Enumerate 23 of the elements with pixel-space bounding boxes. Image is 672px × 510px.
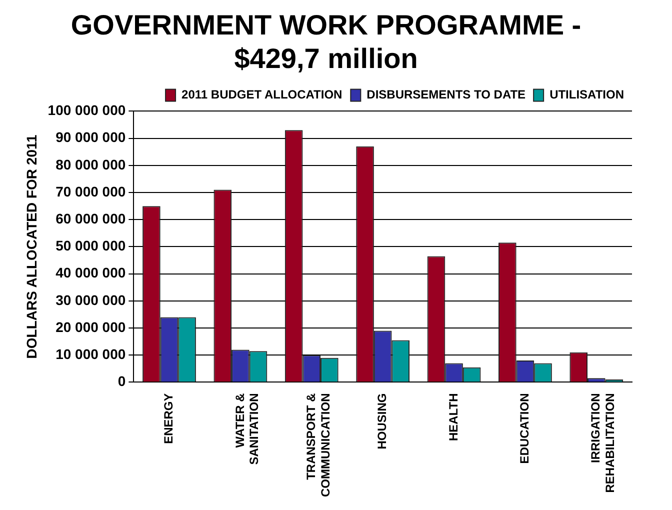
x-tick-label: HOUSING xyxy=(375,393,390,450)
x-tick-label: HEALTH xyxy=(446,393,460,442)
y-tick-label: 60 000 000 xyxy=(56,210,126,226)
y-tick-label: 70 000 000 xyxy=(56,183,126,200)
chart-title: GOVERNMENT WORK PROGRAMME - $429,7 million xyxy=(70,10,582,74)
y-tick-label: 0 xyxy=(118,373,126,390)
x-tick-label: ENERGY xyxy=(162,393,176,444)
legend-label: UTILISATION xyxy=(550,88,624,102)
x-tick-label: WATER & SANITATION xyxy=(232,392,262,465)
y-tick-label: 40 000 000 xyxy=(56,264,126,281)
legend-label: 2011 BUDGET ALLOCATION xyxy=(182,88,342,102)
y-tick-label: 30 000 000 xyxy=(56,292,126,308)
x-tick-label: IRRIGATION REHABILITATION xyxy=(588,393,618,493)
y-axis-title: DOLLARS ALLOCATED FOR 2011 xyxy=(23,134,40,359)
y-tick-label: 90 000 000 xyxy=(56,129,126,146)
y-tick-label: 50 000 000 xyxy=(56,238,126,254)
x-tick-label: EDUCATION xyxy=(518,393,532,464)
y-tick-label: 10 000 000 xyxy=(56,346,126,362)
legend-label: DISBURSEMENTS TO DATE xyxy=(366,88,526,102)
x-tick-label: TRANSPORT & COMMUNICATION xyxy=(304,392,332,497)
y-tick-label: 100 000 000 xyxy=(48,102,126,118)
y-tick-label: 80 000 000 xyxy=(56,156,126,172)
y-tick-label: 20 000 000 xyxy=(56,318,126,335)
